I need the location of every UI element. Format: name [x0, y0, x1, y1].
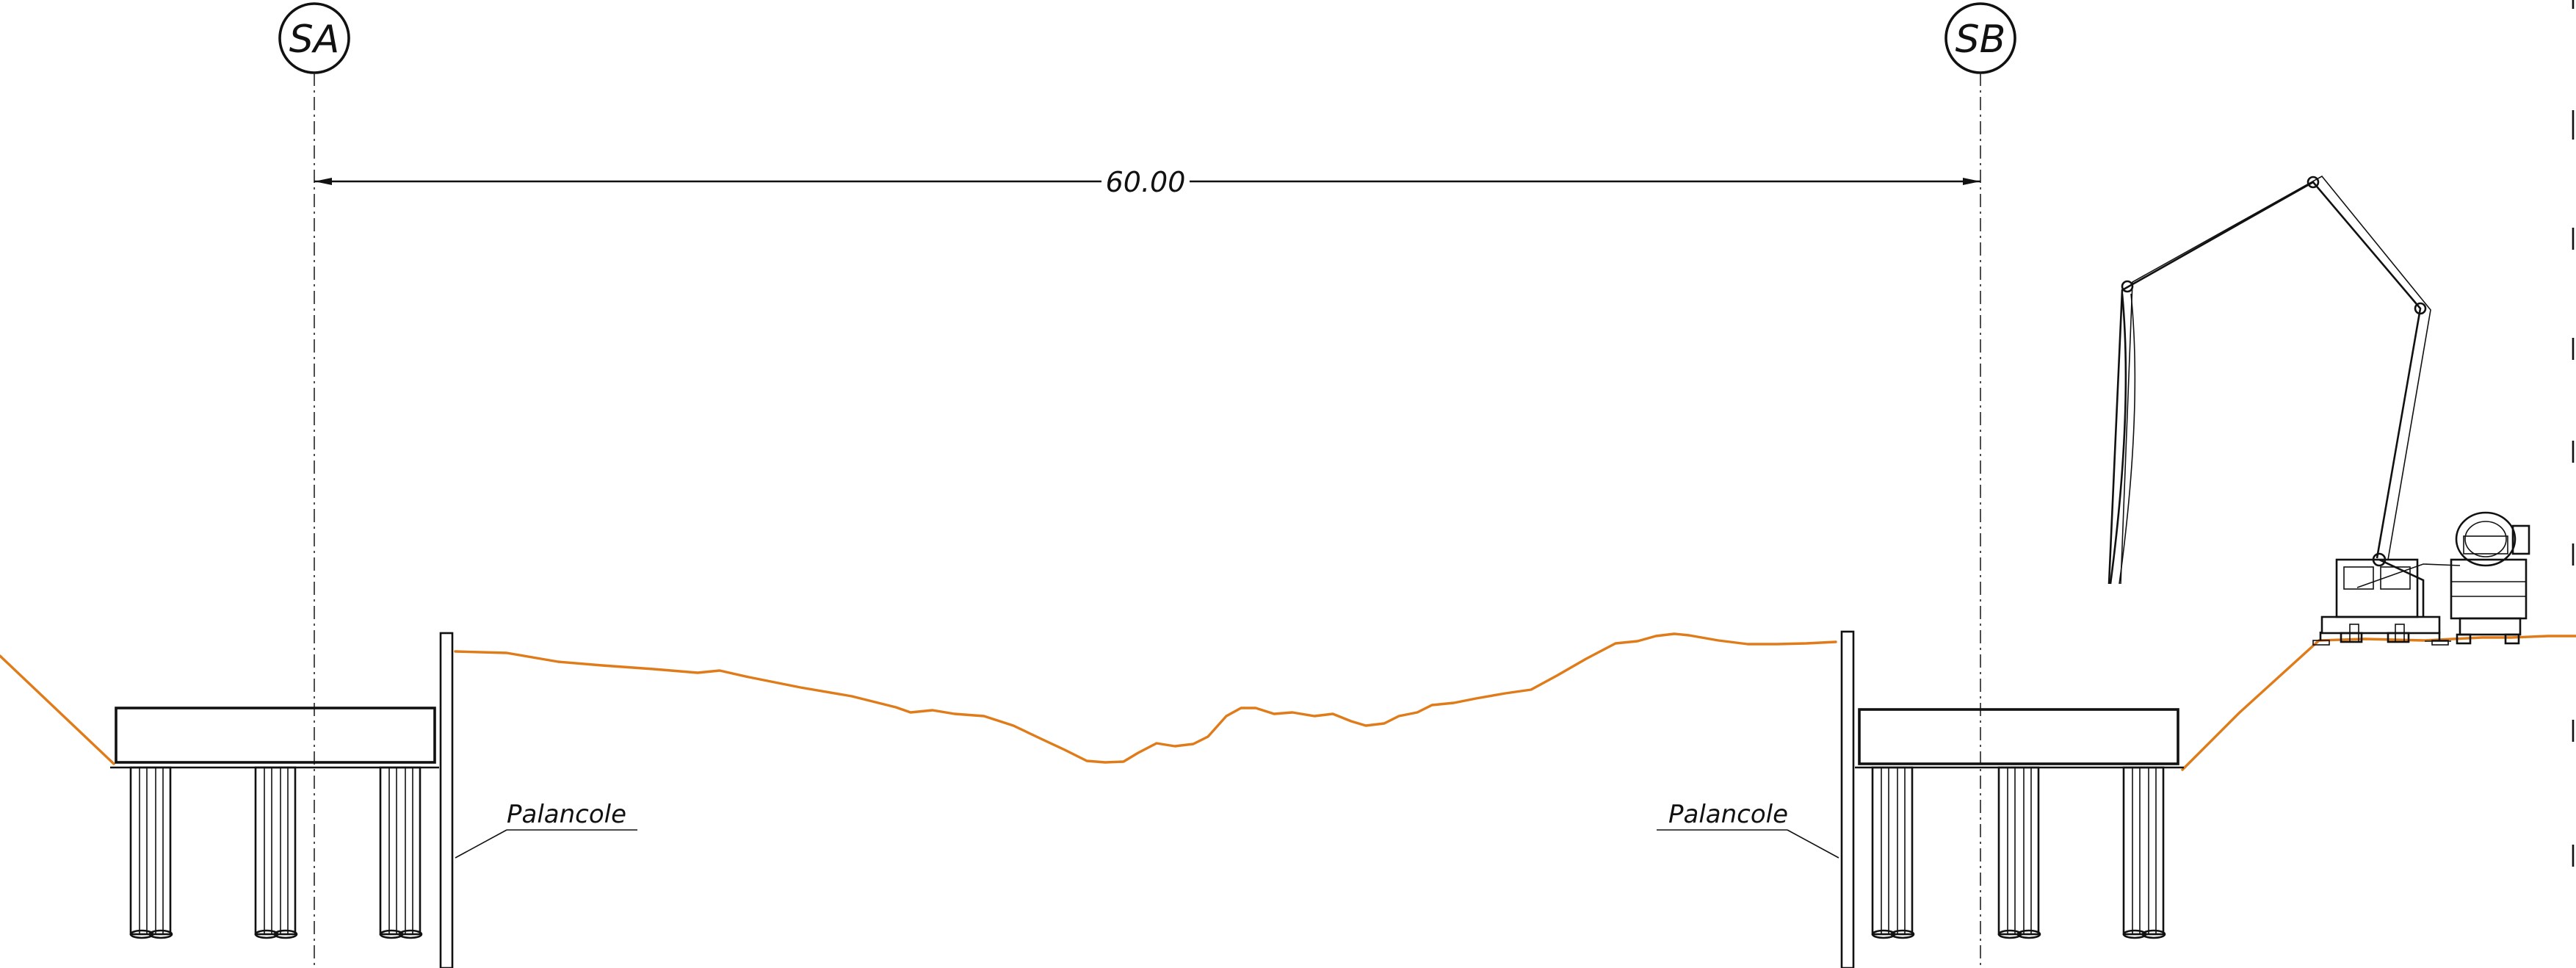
concrete-pump-truck-icon [2108, 175, 2461, 646]
sheet-pile-right-label: Palancole [1668, 800, 1788, 829]
span-dimension: 60.00 [314, 163, 1980, 198]
sheet-pile-left-label: Palancole [507, 800, 626, 829]
pile [2122, 766, 2166, 939]
terrain [0, 632, 2576, 771]
pile [254, 766, 298, 939]
axis-sb: SB [1944, 2, 2016, 968]
sheet-pile-left: Palancole [439, 632, 637, 968]
terrain-left-slope [0, 654, 115, 765]
sheet-pile-right: Palancole [1657, 630, 1855, 968]
concrete-mixer-truck-icon [2425, 511, 2530, 645]
pile [1871, 766, 1915, 939]
abutment-left [110, 707, 439, 939]
axis-sa: SA [278, 2, 350, 968]
abutment-right [1855, 708, 2184, 939]
terrain-right-slope [2181, 635, 2576, 771]
pile [129, 766, 173, 939]
pile [1997, 766, 2041, 939]
terrain-riverbed [454, 632, 1837, 764]
dimension-label: 60.00 [1106, 166, 1186, 198]
pile-cap-left [115, 707, 436, 764]
axis-sb-label: SB [1955, 18, 2006, 62]
pile [379, 766, 423, 939]
pile-cap-right [1858, 708, 2179, 765]
axis-sa-label: SA [289, 18, 340, 62]
